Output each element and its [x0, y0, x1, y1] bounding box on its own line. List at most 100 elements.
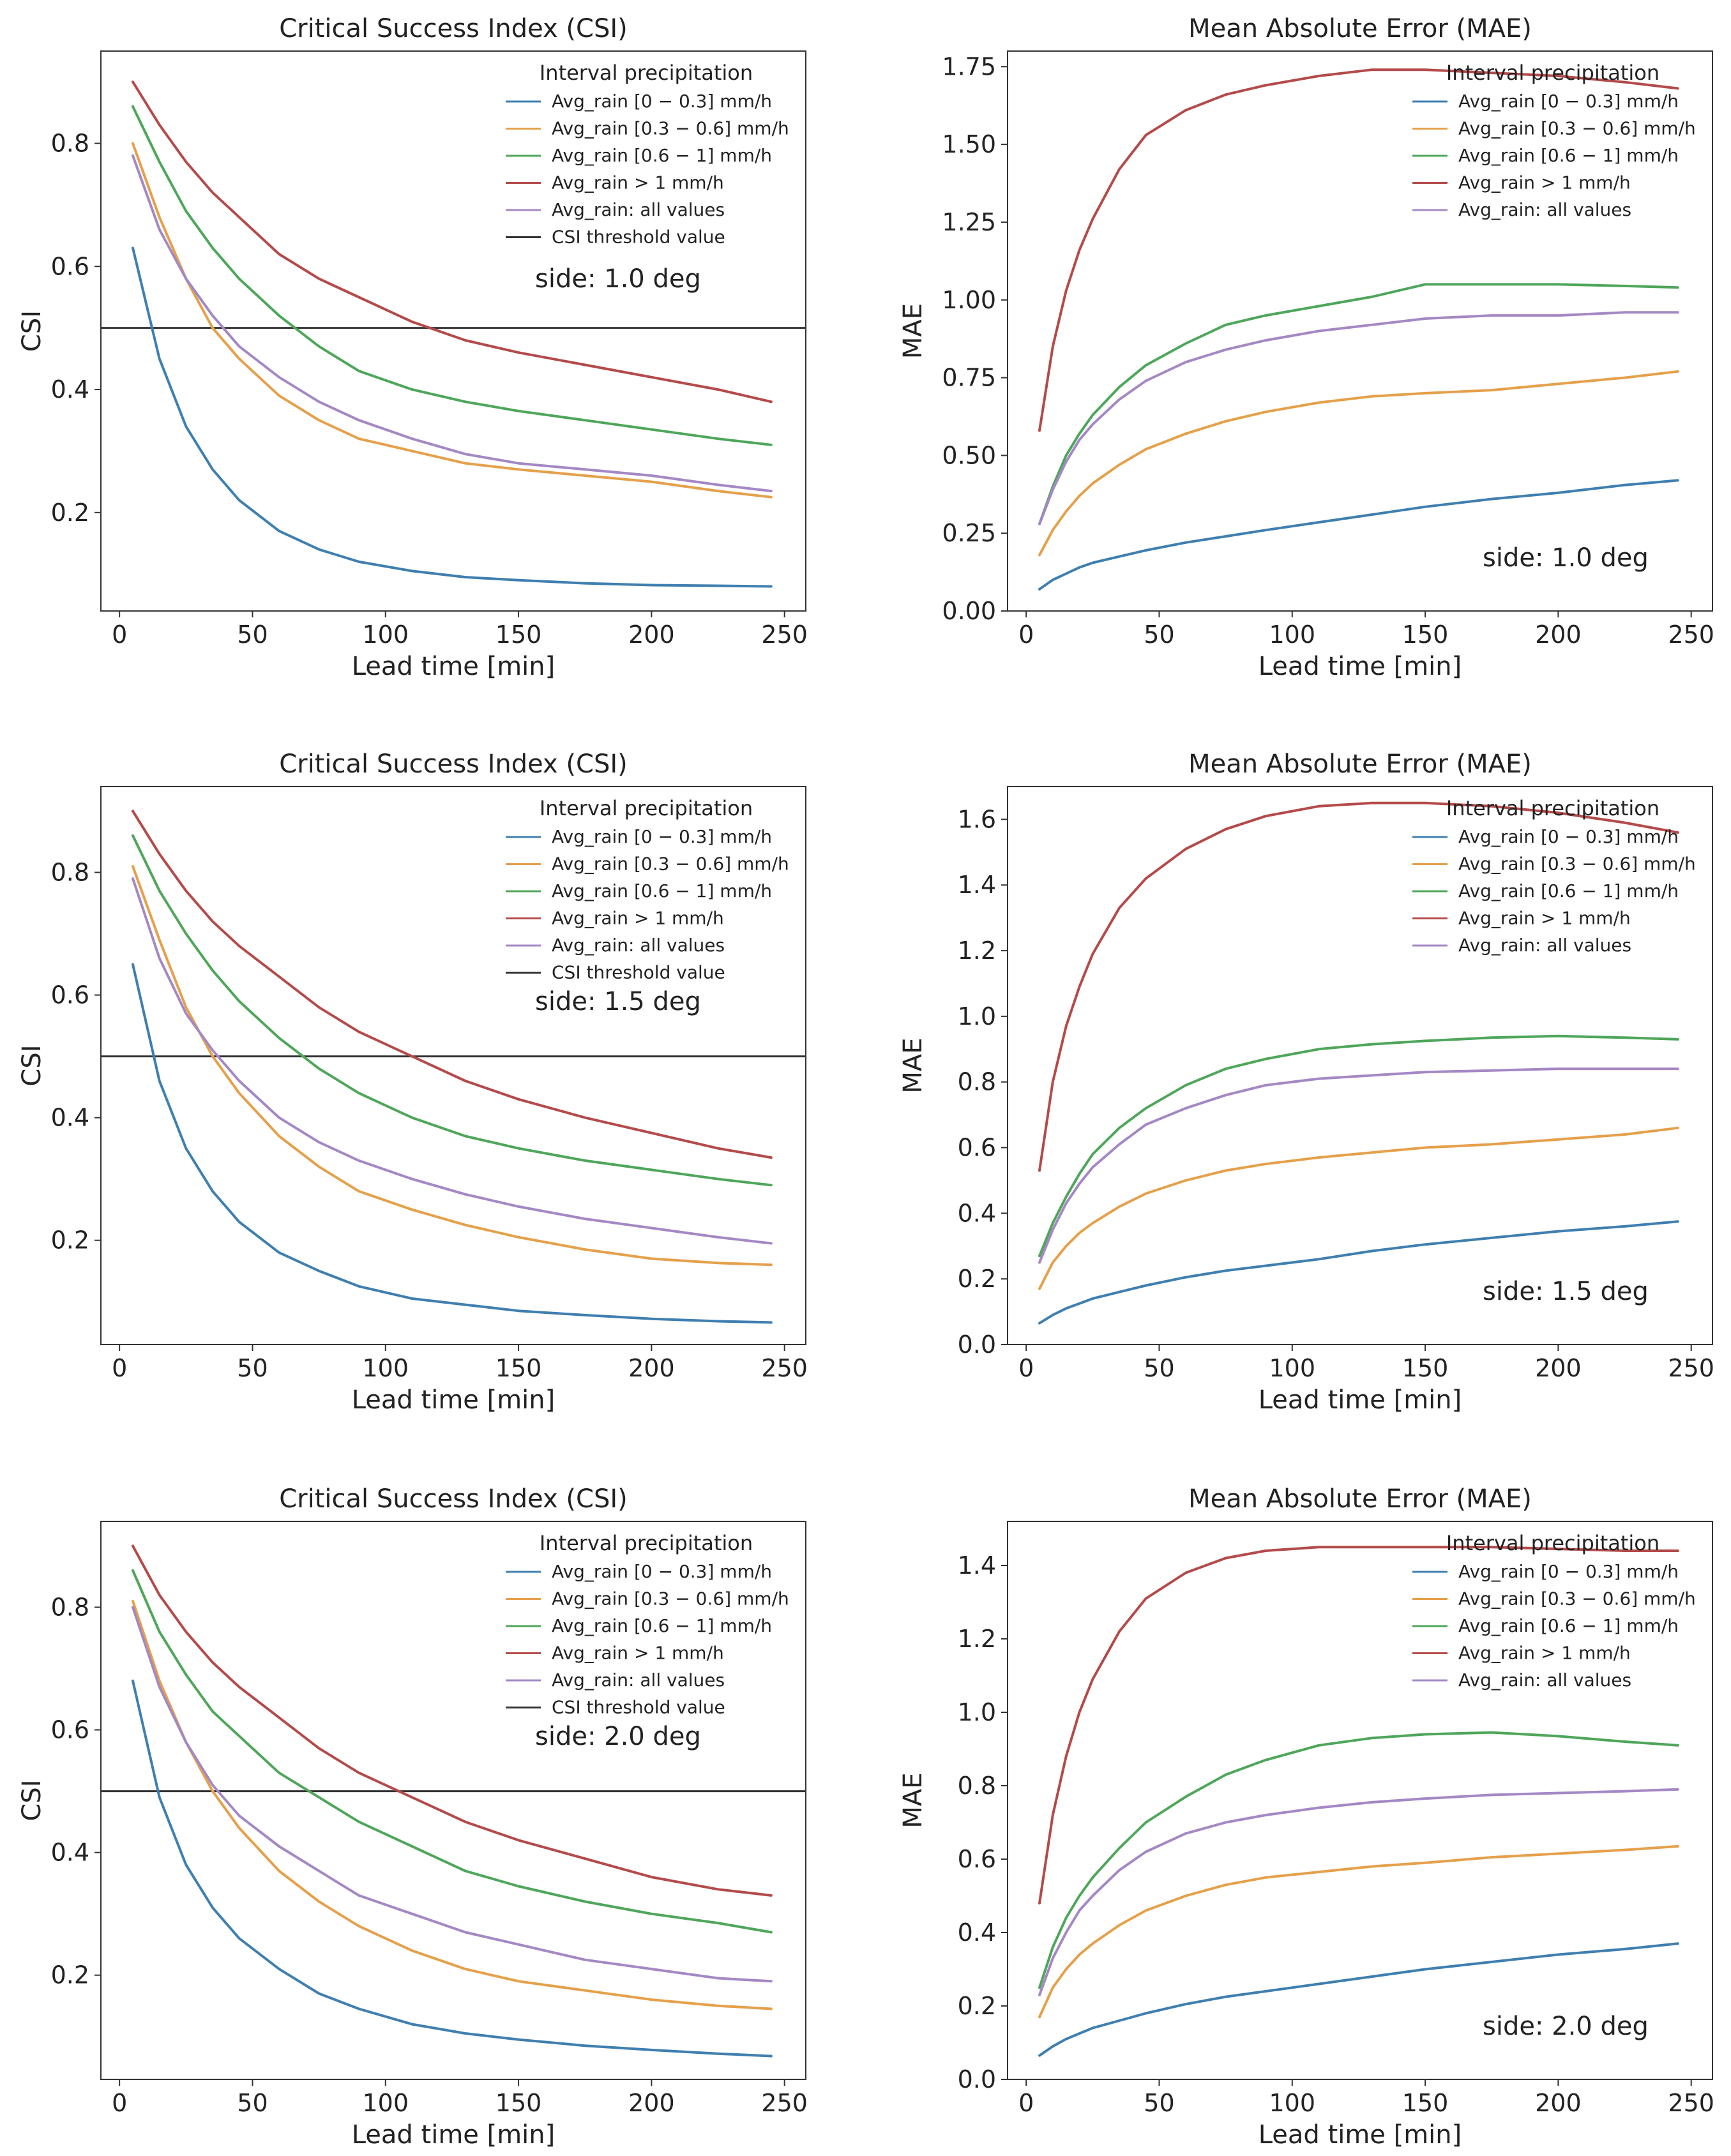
x-tick-label: 0 [112, 2089, 127, 2117]
mae-chart-6: Mean Absolute Error (MAE) 0 50 100 150 200 250… [898, 1484, 1714, 2150]
x-tick-label: 0 [1018, 2089, 1034, 2117]
y-tick-label: 1.4 [958, 871, 996, 899]
series-line-1 [132, 246, 773, 588]
x-tick-label: 200 [1535, 621, 1582, 649]
y-tick-label: 0.4 [51, 1104, 89, 1132]
y-tick-label: 0.2 [958, 1992, 996, 2020]
x-tick-label: 100 [363, 621, 409, 649]
series-line-5 [1038, 311, 1679, 525]
legend-label: Avg_rain [0.3 − 0.6] mm/h [552, 1588, 789, 1609]
series-line-4 [132, 1544, 773, 1897]
x-axis-label: Lead time [min] [352, 1385, 556, 1415]
series-line-2 [1038, 1126, 1679, 1290]
legend-label: Avg_rain > 1 mm/h [1458, 1643, 1631, 1664]
x-tick-label: 150 [1402, 621, 1449, 649]
csi-chart-1: Critical Success Index (CSI) 0 50 100 150 200… [17, 14, 808, 681]
series-line-1 [1038, 479, 1679, 591]
y-tick-label: 0.6 [51, 252, 89, 280]
x-axis-label: Lead time [min] [1259, 2120, 1462, 2150]
y-tick-label: 1.6 [958, 805, 996, 833]
chart-title: Critical Success Index (CSI) [279, 750, 628, 779]
y-tick-label: 0.2 [51, 1961, 89, 1989]
legend-label: CSI threshold value [552, 1697, 725, 1718]
y-tick-label: 0.0 [958, 2065, 996, 2093]
legend-label: CSI threshold value [552, 962, 725, 983]
mae-chart-2: Mean Absolute Error (MAE) 0 50 100 150 200 250… [898, 14, 1714, 681]
y-tick-label: 0.8 [958, 1772, 996, 1800]
x-axis-label: Lead time [min] [1259, 1385, 1462, 1415]
y-tick-label: 0.00 [942, 597, 996, 625]
legend-label: Avg_rain: all values [552, 199, 725, 220]
legend-label: Avg_rain [0 − 0.3] mm/h [552, 826, 772, 847]
y-tick-label: 0.6 [958, 1845, 996, 1873]
y-axis-label: CSI [17, 310, 47, 352]
legend-label: Avg_rain [0.6 − 1] mm/h [552, 1615, 772, 1636]
legend: Interval precipitation Avg_rain [0 − 0.3]… [1412, 796, 1696, 956]
y-tick-label: 1.00 [942, 286, 996, 314]
legend-label: Avg_rain > 1 mm/h [552, 1643, 724, 1664]
legend-label: Avg_rain > 1 mm/h [552, 908, 724, 929]
x-axis-label: Lead time [min] [352, 2120, 556, 2150]
series-line-5 [132, 154, 773, 493]
x-tick-label: 200 [1535, 2089, 1582, 2117]
y-tick-label: 1.2 [958, 1625, 996, 1653]
csi-chart-3: Critical Success Index (CSI) 0 50 100 150 200… [17, 750, 808, 1415]
series-line-3 [132, 1569, 773, 1934]
y-tick-label: 0.50 [942, 441, 996, 469]
x-tick-label: 50 [1144, 1354, 1174, 1382]
side-annotation: side: 2.0 deg [1483, 2012, 1649, 2041]
y-tick-label: 1.0 [958, 1698, 996, 1726]
plot-frame [1007, 786, 1713, 1345]
chart-title: Mean Absolute Error (MAE) [1188, 1484, 1532, 1514]
side-annotation: side: 1.0 deg [535, 264, 701, 294]
plot-frame [100, 1521, 806, 2080]
x-tick-label: 200 [628, 1354, 675, 1382]
y-tick-label: 0.4 [958, 1199, 996, 1227]
y-tick-label: 1.50 [942, 130, 996, 158]
x-tick-label: 50 [237, 1354, 268, 1382]
y-tick-label: 1.2 [958, 937, 996, 965]
x-tick-label: 100 [363, 2089, 409, 2117]
series-line-5 [1038, 1788, 1679, 1996]
legend-label: Avg_rain [0 − 0.3] mm/h [552, 91, 772, 112]
y-tick-label: 0.6 [51, 1716, 89, 1744]
x-tick-label: 200 [628, 2089, 675, 2117]
series-line-3 [1038, 1731, 1679, 1989]
series-line-4 [1038, 1546, 1679, 1904]
legend-title: Interval precipitation [1446, 1531, 1659, 1555]
side-annotation: side: 1.5 deg [535, 987, 701, 1016]
series-line-5 [132, 1606, 773, 1983]
y-axis-label: MAE [898, 1772, 928, 1828]
x-axis-label: Lead time [min] [352, 652, 556, 681]
x-tick-label: 0 [112, 1354, 127, 1382]
y-tick-label: 0.2 [958, 1265, 996, 1293]
x-tick-label: 250 [761, 1354, 808, 1382]
x-tick-label: 250 [1668, 1354, 1714, 1382]
side-annotation: side: 2.0 deg [535, 1722, 701, 1751]
legend-title: Interval precipitation [1446, 61, 1659, 85]
series-line-5 [132, 877, 773, 1245]
legend-label: Avg_rain [0.3 − 0.6] mm/h [1458, 1588, 1696, 1609]
y-tick-label: 0.6 [958, 1134, 996, 1162]
legend-label: Avg_rain [0.3 − 0.6] mm/h [552, 118, 789, 139]
x-tick-label: 150 [495, 1354, 542, 1382]
y-tick-label: 0.4 [958, 1919, 996, 1947]
series-line-3 [132, 105, 773, 446]
y-tick-label: 0.2 [51, 1226, 89, 1255]
x-tick-label: 150 [1402, 1354, 1449, 1382]
y-tick-label: 0.0 [958, 1331, 996, 1359]
legend-title: Interval precipitation [540, 796, 753, 820]
x-tick-label: 50 [237, 2089, 268, 2117]
legend-label: Avg_rain: all values [1458, 1670, 1631, 1691]
y-tick-label: 0.4 [51, 1839, 89, 1867]
legend: Interval precipitation Avg_rain [0 − 0.3]… [506, 796, 789, 983]
legend-label: Avg_rain [0 − 0.3] mm/h [1458, 826, 1679, 847]
series-line-3 [1038, 1034, 1679, 1258]
x-tick-label: 100 [1269, 2089, 1316, 2117]
series-line-1 [132, 1679, 773, 2058]
legend-label: Avg_rain [0.6 − 1] mm/h [1458, 145, 1679, 166]
x-tick-label: 250 [1668, 621, 1714, 649]
x-tick-label: 0 [112, 621, 127, 649]
chart-title: Critical Success Index (CSI) [279, 14, 628, 43]
series-line-2 [132, 142, 773, 499]
